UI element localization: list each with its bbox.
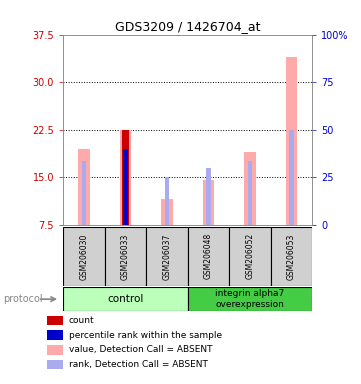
Text: rank, Detection Call = ABSENT: rank, Detection Call = ABSENT	[69, 360, 208, 369]
Bar	[122, 130, 129, 225]
Bar	[63, 227, 105, 286]
Bar	[146, 227, 188, 286]
Bar	[244, 152, 256, 225]
Bar	[119, 130, 131, 225]
Text: integrin alpha7
overexpression: integrin alpha7 overexpression	[216, 289, 284, 309]
Bar	[229, 227, 271, 286]
Bar	[105, 227, 146, 286]
Bar	[63, 287, 188, 311]
Text: GSM206052: GSM206052	[245, 233, 255, 280]
Bar	[248, 161, 252, 225]
Bar	[82, 161, 86, 225]
Bar	[78, 149, 90, 225]
Text: GSM206033: GSM206033	[121, 233, 130, 280]
Text: GSM206037: GSM206037	[162, 233, 171, 280]
Text: count: count	[69, 316, 94, 325]
Text: percentile rank within the sample: percentile rank within the sample	[69, 331, 222, 340]
Bar	[271, 227, 312, 286]
Bar	[123, 149, 127, 225]
Text: GSM206053: GSM206053	[287, 233, 296, 280]
Text: GSM206030: GSM206030	[79, 233, 88, 280]
Bar	[188, 287, 312, 311]
Text: GSM206048: GSM206048	[204, 233, 213, 280]
Bar	[290, 130, 293, 225]
Bar	[286, 57, 297, 225]
Bar	[203, 180, 214, 225]
Bar	[188, 227, 229, 286]
Bar	[206, 168, 210, 225]
Text: value, Detection Call = ABSENT: value, Detection Call = ABSENT	[69, 345, 212, 354]
Title: GDS3209 / 1426704_at: GDS3209 / 1426704_at	[115, 20, 261, 33]
Bar	[161, 199, 173, 225]
Bar	[165, 177, 169, 225]
Text: protocol: protocol	[4, 294, 43, 304]
Text: control: control	[107, 294, 144, 304]
